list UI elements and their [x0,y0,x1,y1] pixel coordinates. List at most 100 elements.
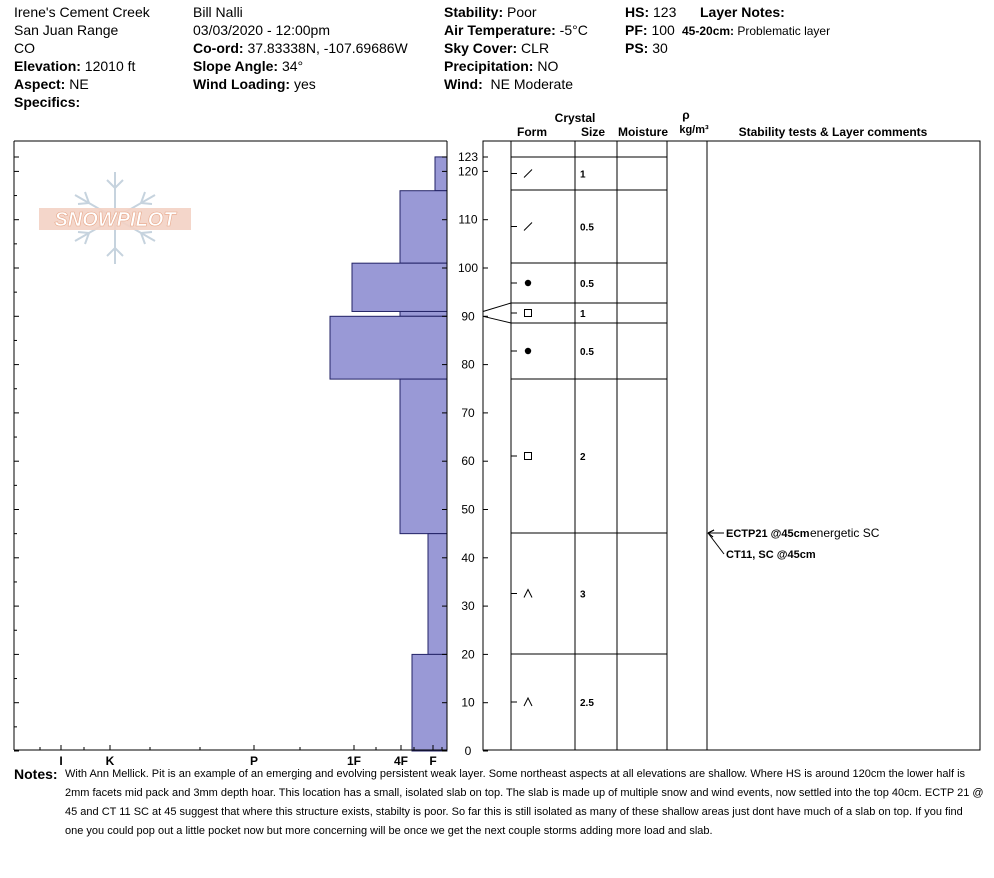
rounds-icon [524,279,532,287]
specifics-label: Specifics: [14,94,81,110]
precip-label: Precipitation: [444,58,534,74]
form-heading: Form [517,125,547,139]
coord-value: 37.83338N, -107.69686W [247,40,408,56]
notes-section: Notes: With Ann Mellick. Pit is an examp… [14,765,984,841]
hardness-bar-5 [399,378,448,535]
hs-label: HS: [625,4,650,20]
aspect-label: Aspect: [14,76,66,92]
y-tick-label-10: 10 [461,696,475,710]
y-tick-label-30: 30 [461,599,475,613]
y-tick-label-0: 0 [465,744,472,758]
y-tick-label-60: 60 [461,454,475,468]
wind-loading-label: Wind Loading: [193,76,291,92]
coord-row: Co-ord: 37.83338N, -107.69686W [193,39,408,57]
stability-tests: ECTP21 @45cm energetic SC CT11, SC @45cm [707,526,880,561]
facets-icon [524,309,532,317]
pf-label: PF: [625,22,648,38]
y-tick-label-70: 70 [461,406,475,420]
facets-icon [524,452,532,460]
layer-note-text: Problematic layer [737,24,831,38]
connector-top [482,302,512,312]
crystal-heading: Crystal [554,111,596,125]
range-name: San Juan Range [14,22,119,38]
stability-row: Stability: Poor [444,3,537,21]
slope-label: Slope Angle: [193,58,279,74]
notes-text: With Ann Mellick. Pit is an example of a… [65,768,984,837]
size-heading: Size [580,125,605,139]
depth-hoar-icon [523,696,533,707]
hardness-bar-7 [411,653,448,752]
test-comment-0: energetic SC [810,526,880,540]
x-tick-label-I: I [59,754,62,768]
hardness-bar-3 [399,310,448,317]
wind-loading-value: yes [293,76,316,92]
density-unit-heading: kg/m³ [679,124,709,136]
aspect-value: NE [69,76,89,92]
hs-value: 123 [653,4,677,20]
coord-label: Co-ord: [193,40,244,56]
rounds-icon [524,347,532,355]
hs-row: HS: 123 [625,3,676,21]
grain-size-3: 1 [580,309,586,320]
graph-frame [13,140,448,751]
x-tick-label-F: F [429,754,436,768]
y-tick-label-20: 20 [461,647,475,661]
stability-value: Poor [507,4,537,20]
wind-value: NE Moderate [490,76,574,92]
ps-row: PS: 30 [625,39,668,57]
specifics-row: Specifics: [14,93,80,111]
observation-datetime: 03/03/2020 - 12:00pm [193,22,330,38]
y-tick-label-50: 50 [461,503,475,517]
location-name: Irene's Cement Creek [14,4,150,20]
air-temp-label: Air Temperature: [444,22,556,38]
y-tick-label-123: 123 [458,150,478,164]
hardness-bars [329,156,448,752]
wind-loading-row: Wind Loading: yes [193,75,316,93]
depth-hoar-icon [523,588,533,598]
sky-label: Sky Cover: [444,40,518,56]
grain-size-7: 2.5 [580,698,594,709]
layer-table: 1 0.5 0.5 1 0.5 2 3 2.5 [482,140,981,751]
y-tick-label-40: 40 [461,551,475,565]
layer-note-range: 45-20cm: [682,24,735,38]
precip-row: Precipitation: NO [444,57,558,75]
notes-label: Notes: [14,766,58,782]
slope-row: Slope Angle: 34° [193,57,303,75]
rho-heading: ρ [682,108,690,122]
ps-value: 30 [652,40,668,56]
x-tick-label-1F: 1F [347,754,361,768]
grain-size-0: 1 [580,170,586,181]
hardness-bar-4 [329,315,448,380]
y-tick-label-90: 90 [461,309,475,323]
hardness-axis: I K P 1F 4F F [39,745,443,768]
layer-notes-label: Layer Notes: [700,3,785,21]
moisture-heading: Moisture [617,125,668,139]
ps-label: PS: [625,40,649,56]
grain-size-2: 0.5 [580,279,594,290]
test-arrowhead-1 [707,529,715,538]
table-outline [482,140,981,751]
observer-name: Bill Nalli [193,4,243,20]
wind-row: Wind: NE Moderate [444,75,573,93]
y-tick-label-120: 120 [458,164,478,178]
decomposing-icon [523,222,533,231]
pf-row: PF: 100 [625,21,675,39]
slope-value: 34° [281,58,304,74]
state-name: CO [14,40,35,56]
elevation-value: 12010 ft [84,58,136,74]
test-pointer-1 [707,532,725,555]
decomposing-icon [523,169,533,178]
test-label-0: ECTP21 @45cm [726,528,810,540]
y-tick-label-80: 80 [461,358,475,372]
hardness-bar-2 [351,262,448,312]
hardness-bar-6 [427,533,448,655]
wind-label: Wind: [444,76,483,92]
layer-notes-label-text: Layer Notes: [700,4,785,20]
grain-size-5: 2 [580,452,586,463]
air-temp-value: -5°C [559,22,588,38]
elevation-row: Elevation: 12010 ft [14,57,135,75]
connector-bottom [482,315,512,324]
precip-value: NO [537,58,559,74]
